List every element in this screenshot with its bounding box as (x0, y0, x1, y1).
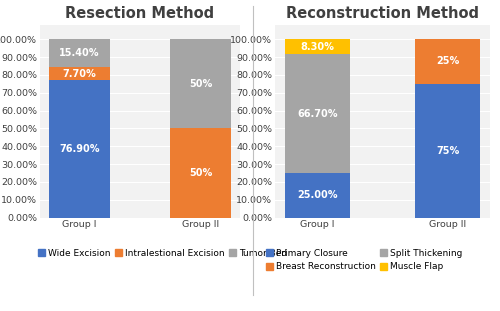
Bar (49, 39, 110, 67)
Text: 8.30%: 8.30% (300, 42, 334, 52)
Text: 15.40%: 15.40% (59, 48, 100, 58)
Title: Reconstruction Method: Reconstruction Method (286, 6, 479, 21)
Bar (49, 67, 110, 81)
Bar (170, 128, 231, 218)
Text: 7.70%: 7.70% (62, 68, 96, 79)
Text: 25.00%: 25.00% (297, 190, 338, 200)
Bar (170, 39, 231, 128)
Legend: Primary Closure, Breast Reconstruction, Split Thickening, Muscle Flap: Primary Closure, Breast Reconstruction, … (262, 245, 466, 275)
Text: 50%: 50% (189, 168, 212, 178)
Bar (285, 39, 350, 54)
Bar (415, 39, 480, 84)
Legend: Wide Excision, Intralestional Excision, Tumor Bed: Wide Excision, Intralestional Excision, … (34, 245, 291, 262)
Text: 75%: 75% (436, 146, 460, 156)
Text: 66.70%: 66.70% (297, 109, 338, 118)
Bar (415, 84, 480, 218)
Bar (285, 173, 350, 218)
Bar (49, 81, 110, 218)
Text: 76.90%: 76.90% (59, 144, 100, 154)
Text: 25%: 25% (436, 57, 460, 67)
Bar (285, 54, 350, 173)
Title: Resection Method: Resection Method (66, 6, 214, 21)
Text: 50%: 50% (189, 79, 212, 89)
